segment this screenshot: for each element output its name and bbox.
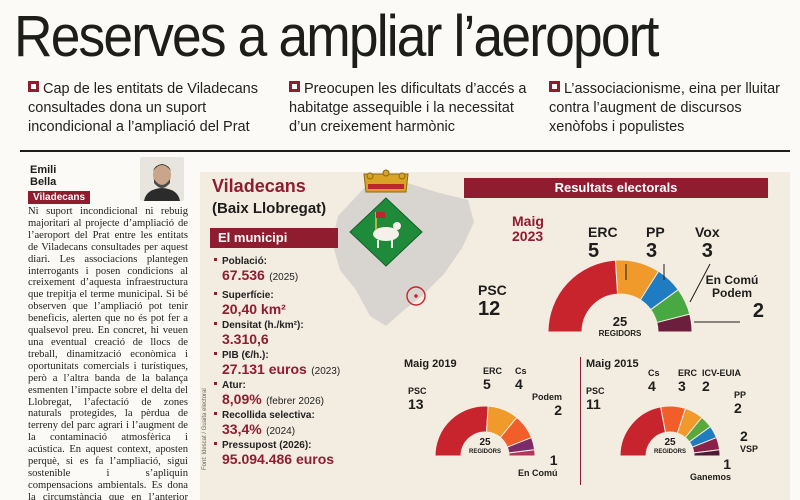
chart-2023: 25 REGIDORS bbox=[547, 259, 693, 338]
party-vox-2023: Vox 3 bbox=[695, 224, 720, 262]
party-erc-2019: ERC 5 bbox=[483, 366, 503, 392]
stat-atur: Atur: 8,09% (febrer 2026) bbox=[214, 380, 364, 410]
chart-2023-segment-en-com-podem bbox=[656, 313, 693, 333]
bullet-square-icon bbox=[289, 81, 300, 92]
regidors-count: 25 bbox=[613, 314, 627, 329]
svg-text:REGIDORS: REGIDORS bbox=[469, 449, 501, 455]
party-cs-2019: Cs 4 bbox=[515, 366, 527, 392]
comarca-name: (Baix Llobregat) bbox=[212, 200, 327, 217]
stats-list: Població: 67.536 (2025) Superfície: 20,4… bbox=[214, 256, 364, 470]
stat-poblacio: Població: 67.536 (2025) bbox=[214, 256, 364, 290]
city-name: Viladecans bbox=[212, 176, 306, 196]
svg-text:25: 25 bbox=[479, 437, 491, 448]
municipi-header: El municipi bbox=[210, 228, 338, 248]
year-2023-label: Maig 2023 bbox=[512, 213, 544, 244]
party-erc-2015: ERC 3 bbox=[678, 368, 698, 394]
chart-2019-segment-en-com- bbox=[508, 449, 536, 457]
coat-of-arms-icon bbox=[349, 169, 423, 267]
party-encomu-2019: 1 En Comú bbox=[518, 452, 558, 478]
bullet-square-icon bbox=[549, 81, 560, 92]
author-byline: Emili Bella bbox=[30, 164, 57, 188]
chart-2019: 25 REGIDORS bbox=[434, 405, 536, 457]
year-2019-label: Maig 2019 bbox=[404, 358, 457, 370]
bullet-3: L’associacionisme, eina per lluitar cont… bbox=[549, 81, 780, 135]
party-psc-2015: PSC 11 bbox=[586, 386, 605, 412]
party-ganemos-2015: 1 Ganemos bbox=[690, 456, 732, 482]
svg-text:25: 25 bbox=[664, 437, 676, 448]
party-pp-2015: PP 2 bbox=[734, 390, 747, 416]
party-psc-2019: PSC 13 bbox=[408, 386, 427, 412]
stat-superficie: Superfície: 20,40 km² bbox=[214, 290, 364, 320]
party-cs-2015: Cs 4 bbox=[648, 368, 660, 394]
section-rule bbox=[20, 150, 790, 152]
section-tag: Viladecans bbox=[28, 191, 91, 204]
results-header: Resultats electorals bbox=[464, 178, 768, 198]
party-psc-2023: PSC 12 bbox=[478, 282, 507, 320]
chart-2015-segment-ganemos bbox=[693, 449, 721, 457]
stat-recollida: Recollida selectiva: 33,4% (2024) bbox=[214, 410, 364, 440]
bullet-2: Preocupen les dificultats d’accés a habi… bbox=[289, 81, 527, 135]
stat-pressupost: Pressupost (2026): 95.094.486 euros bbox=[214, 440, 364, 470]
leader-lines-2023 bbox=[625, 263, 740, 323]
bullet-1: Cap de les entitats de Viladecans consul… bbox=[28, 81, 258, 135]
stat-pib: PIB (€/h.): 27.131 euros (2023) bbox=[214, 350, 364, 380]
chart-2015: 25 REGIDORS bbox=[619, 405, 721, 457]
source-credit: Font: Idescat / Guaita electoral bbox=[202, 388, 208, 470]
svg-text:REGIDORS: REGIDORS bbox=[654, 449, 686, 455]
party-podem-2019: Podem 2 bbox=[532, 392, 563, 418]
chart-divider bbox=[580, 357, 581, 485]
stat-densitat: Densitat (h./km²): 3.310,6 bbox=[214, 320, 364, 350]
year-2015-label: Maig 2015 bbox=[586, 358, 639, 370]
party-icv-2015: ICV-EUIA 2 bbox=[702, 368, 742, 394]
party-ecp-2023: En Comú Podem 2 bbox=[705, 273, 764, 323]
party-pp-2023: PP 3 bbox=[646, 224, 665, 262]
headline: Reserves a ampliar l’aeroport bbox=[14, 4, 659, 69]
article-body: Ni suport incondicional ni rebuig majori… bbox=[28, 206, 188, 500]
bullet-square-icon bbox=[28, 81, 39, 92]
party-vsp-2015: 2 VSP bbox=[740, 428, 759, 454]
author-portrait bbox=[140, 157, 184, 201]
party-erc-2023: ERC 5 bbox=[588, 224, 618, 262]
regidors-label: REGIDORS bbox=[599, 329, 642, 338]
